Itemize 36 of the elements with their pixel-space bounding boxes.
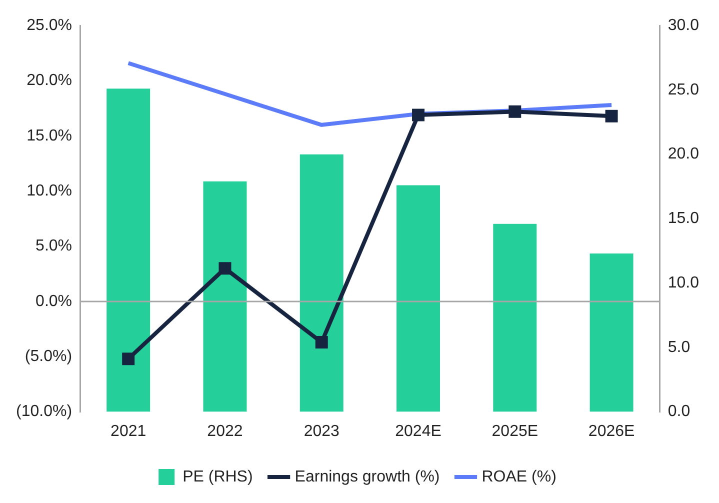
y-tick-label: 0.0% [36,292,72,310]
bar [493,224,537,412]
point [122,352,135,366]
x-tick-label: 2021 [110,422,146,440]
bar [590,253,634,412]
y2-tick-label: 15.0 [668,210,700,228]
y2-tick-label: 20.0 [668,146,700,163]
bar [106,88,150,412]
y2-tick-label: 5.0 [668,338,690,356]
point [605,110,618,122]
bar [396,185,440,412]
bar [300,154,344,412]
point [412,108,425,122]
legend-label: PE (RHS) [182,468,253,486]
point [508,105,522,118]
point [218,262,232,275]
point [315,336,328,349]
y-tick-label: 5.0% [36,238,72,255]
legend-label: Earnings growth (%) [294,468,440,486]
x-tick-label: 2022 [207,422,243,440]
y-tick-label: 25.0% [26,17,72,34]
y2-tick-label: 10.0 [668,274,700,292]
legend-label: ROAE (%) [482,468,556,486]
x-tick-label: 2023 [304,422,340,440]
y-tick-label: (5.0%) [24,348,72,366]
y2-tick-label: 0.0 [668,403,690,420]
x-tick-label: 2024E [395,422,442,440]
bar [203,181,247,412]
x-tick-label: 2025E [492,422,538,440]
y-tick-label: 20.0% [26,72,72,90]
y-tick-label: 10.0% [26,182,72,200]
y-tick-label: 15.0% [26,127,72,144]
y-tick-label: (10.0%) [16,403,72,420]
y2-tick-label: 30.0 [668,17,700,34]
x-tick-label: 2026E [588,422,635,440]
y2-tick-label: 25.0 [668,81,700,98]
